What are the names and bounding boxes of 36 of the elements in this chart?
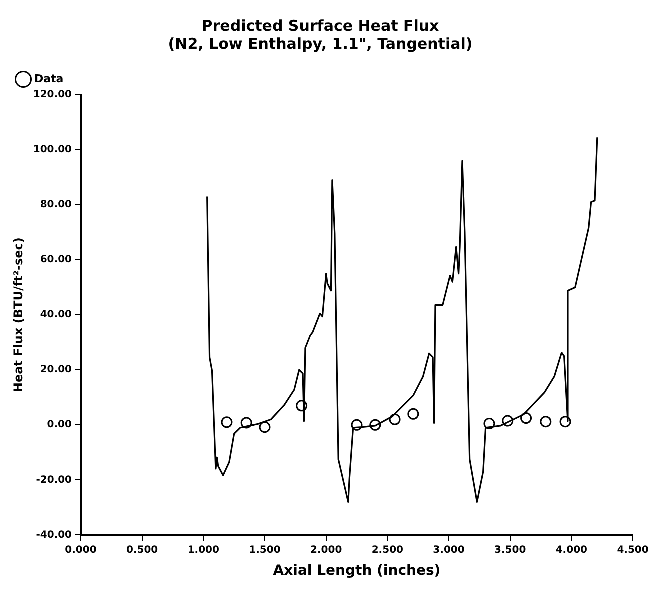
point: [502, 415, 514, 427]
x-tick-label: 2.500: [372, 544, 404, 556]
x-tick-label: 1.000: [188, 544, 220, 556]
x-tick-label: 4.500: [617, 544, 649, 556]
point: [370, 419, 382, 431]
y-axis-title: Heat Flux (BTU/ft²-sec): [11, 238, 26, 393]
y-tick-label: 0.00: [47, 420, 72, 431]
point: [520, 412, 532, 424]
y-tick-label: 120.00: [33, 90, 72, 101]
point: [560, 416, 572, 428]
legend-label: Data: [34, 72, 64, 86]
x-tick-label: 3.500: [494, 544, 526, 556]
x-tick-label: 4.000: [556, 544, 588, 556]
x-tick-label: 0.000: [65, 544, 97, 556]
y-tick-label: -40.00: [36, 530, 72, 541]
point: [221, 416, 233, 428]
point: [540, 416, 552, 428]
point: [408, 408, 420, 420]
y-tick-label: 60.00: [40, 254, 72, 266]
point: [259, 422, 271, 434]
x-tick-label: 1.500: [249, 544, 281, 556]
x-tick-label: 3.000: [433, 544, 465, 556]
x-tick-label: 0.500: [126, 544, 158, 556]
y-tick-label: 20.00: [40, 364, 72, 376]
y-tick-label: 100.00: [33, 144, 72, 156]
y-tick-label: 80.00: [40, 200, 72, 211]
point: [484, 418, 496, 430]
y-tick-label: -20.00: [36, 474, 72, 486]
point: [389, 414, 401, 426]
x-tick-label: 2.000: [310, 544, 342, 556]
point: [351, 419, 363, 431]
point: [296, 400, 308, 412]
x-axis-title: Axial Length (inches): [273, 563, 441, 580]
point: [240, 417, 252, 429]
chart-title: Predicted Surface Heat Flux (N2, Low Enthalpy, 1.1", Tangential): [168, 16, 473, 53]
y-tick-label: 40.00: [40, 310, 72, 321]
